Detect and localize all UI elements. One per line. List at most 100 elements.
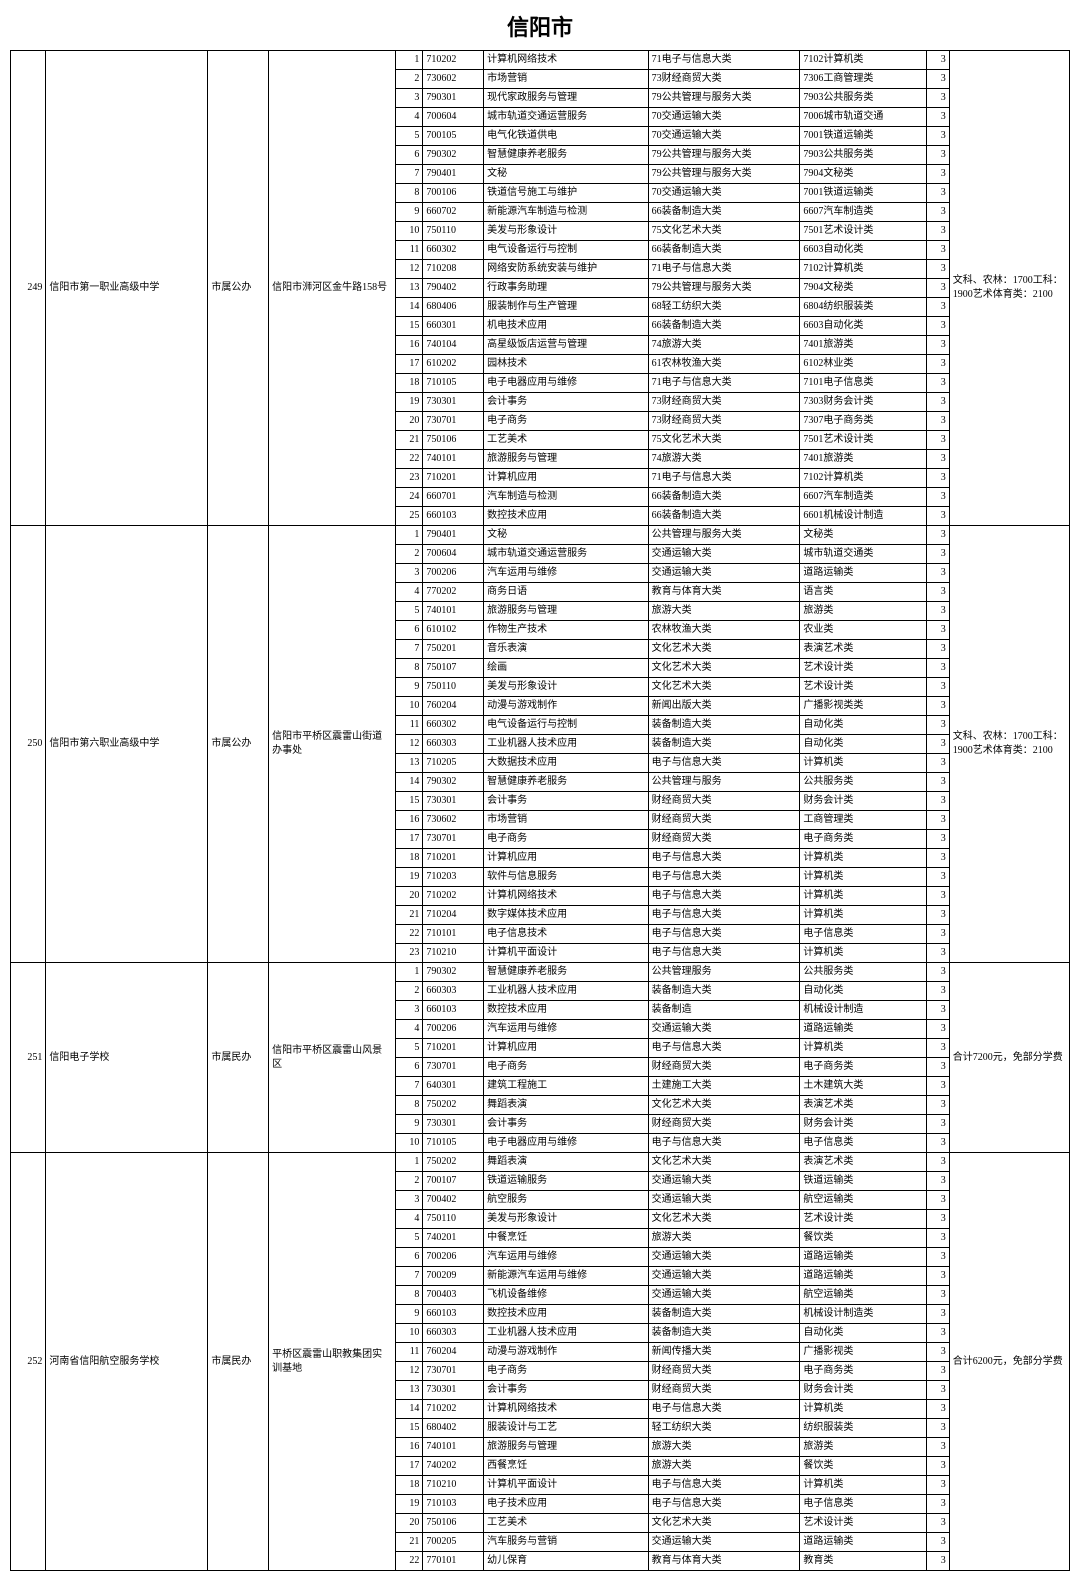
major-code: 710203 [423, 868, 484, 887]
years: 3 [926, 1495, 949, 1514]
category-2: 艺术设计类 [800, 659, 927, 678]
category-1: 75文化艺术大类 [648, 431, 800, 450]
major-code: 740201 [423, 1229, 484, 1248]
category-1: 公共管理与服务大类 [648, 526, 800, 545]
years: 3 [926, 393, 949, 412]
major-code: 730301 [423, 1381, 484, 1400]
category-2: 工商管理类 [800, 811, 927, 830]
major-code: 750201 [423, 640, 484, 659]
years: 3 [926, 697, 949, 716]
row-number: 10 [395, 222, 423, 241]
category-2: 财务会计类 [800, 792, 927, 811]
major-code: 700402 [423, 1191, 484, 1210]
row-number: 4 [395, 1210, 423, 1229]
major-name: 计算机网络技术 [484, 1400, 648, 1419]
years: 3 [926, 602, 949, 621]
major-code: 730301 [423, 792, 484, 811]
category-1: 74旅游大类 [648, 450, 800, 469]
category-2: 7903公共服务类 [800, 146, 927, 165]
category-1: 电子与信息大类 [648, 1400, 800, 1419]
major-code: 700206 [423, 564, 484, 583]
row-number: 11 [395, 1343, 423, 1362]
row-number: 7 [395, 165, 423, 184]
years: 3 [926, 640, 949, 659]
years: 3 [926, 887, 949, 906]
row-number: 12 [395, 735, 423, 754]
major-name: 铁道信号施工与维护 [484, 184, 648, 203]
major-name: 作物生产技术 [484, 621, 648, 640]
major-code: 750106 [423, 431, 484, 450]
major-code: 750202 [423, 1096, 484, 1115]
major-name: 数控技术应用 [484, 1001, 648, 1020]
row-number: 8 [395, 659, 423, 678]
major-code: 740202 [423, 1457, 484, 1476]
years: 3 [926, 222, 949, 241]
category-1: 财经商贸大类 [648, 1381, 800, 1400]
years: 3 [926, 1362, 949, 1381]
row-number: 16 [395, 811, 423, 830]
category-1: 电子与信息大类 [648, 849, 800, 868]
category-1: 79公共管理与服务大类 [648, 165, 800, 184]
major-code: 710105 [423, 374, 484, 393]
major-code: 770101 [423, 1552, 484, 1571]
category-2: 6607汽车制造类 [800, 203, 927, 222]
major-code: 750110 [423, 1210, 484, 1229]
row-number: 10 [395, 697, 423, 716]
major-name: 智慧健康养老服务 [484, 963, 648, 982]
major-name: 电子信息技术 [484, 925, 648, 944]
years: 3 [926, 830, 949, 849]
major-code: 740101 [423, 450, 484, 469]
category-1: 交通运输大类 [648, 1191, 800, 1210]
category-1: 电子与信息大类 [648, 906, 800, 925]
years: 3 [926, 1324, 949, 1343]
years: 3 [926, 241, 949, 260]
major-name: 会计事务 [484, 1115, 648, 1134]
category-2: 语言类 [800, 583, 927, 602]
row-number: 12 [395, 260, 423, 279]
category-1: 轻工纺织大类 [648, 1419, 800, 1438]
major-name: 汽车服务与营销 [484, 1533, 648, 1552]
school-type: 市属民办 [208, 963, 269, 1153]
category-1: 71电子与信息大类 [648, 469, 800, 488]
category-2: 7501艺术设计类 [800, 222, 927, 241]
category-1: 财经商贸大类 [648, 1058, 800, 1077]
major-name: 计算机应用 [484, 849, 648, 868]
years: 3 [926, 811, 949, 830]
school-address: 信阳市浉河区金牛路158号 [269, 51, 396, 526]
years: 3 [926, 868, 949, 887]
row-number: 7 [395, 1267, 423, 1286]
row-number: 2 [395, 70, 423, 89]
category-2: 计算机类 [800, 849, 927, 868]
category-2: 航空运输类 [800, 1286, 927, 1305]
category-2: 7401旅游类 [800, 336, 927, 355]
row-number: 9 [395, 203, 423, 222]
category-2: 道路运输类 [800, 564, 927, 583]
category-2: 表演艺术类 [800, 640, 927, 659]
category-2: 道路运输类 [800, 1533, 927, 1552]
category-1: 公共管理与服务 [648, 773, 800, 792]
category-2: 表演艺术类 [800, 1153, 927, 1172]
row-number: 1 [395, 1153, 423, 1172]
major-code: 710205 [423, 754, 484, 773]
major-name: 舞蹈表演 [484, 1096, 648, 1115]
years: 3 [926, 279, 949, 298]
years: 3 [926, 336, 949, 355]
major-name: 工业机器人技术应用 [484, 735, 648, 754]
years: 3 [926, 260, 949, 279]
major-code: 680406 [423, 298, 484, 317]
years: 3 [926, 127, 949, 146]
major-code: 730701 [423, 412, 484, 431]
major-code: 680402 [423, 1419, 484, 1438]
major-name: 高星级饭店运营与管理 [484, 336, 648, 355]
category-2: 7102计算机类 [800, 260, 927, 279]
category-1: 交通运输大类 [648, 1533, 800, 1552]
major-name: 旅游服务与管理 [484, 450, 648, 469]
major-name: 文秘 [484, 526, 648, 545]
category-2: 教育类 [800, 1552, 927, 1571]
major-name: 市场营销 [484, 811, 648, 830]
category-2: 旅游类 [800, 1438, 927, 1457]
category-2: 机械设计制造类 [800, 1305, 927, 1324]
category-1: 66装备制造大类 [648, 203, 800, 222]
major-code: 750110 [423, 222, 484, 241]
years: 3 [926, 469, 949, 488]
